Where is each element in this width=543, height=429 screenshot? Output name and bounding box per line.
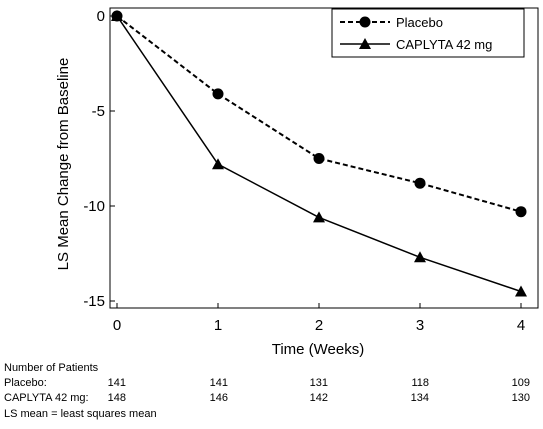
- series-line-placebo: [116, 15, 522, 213]
- data-point-caplyta: [515, 285, 527, 297]
- x-tick-label: 2: [315, 317, 323, 334]
- patients-cell: 118: [411, 377, 429, 389]
- patients-cell: 142: [309, 392, 328, 404]
- data-point-placebo: [515, 206, 527, 218]
- patients-cell: 141: [107, 377, 126, 389]
- footnote: LS mean = least squares mean: [4, 408, 157, 420]
- legend-caplyta-label: CAPLYTA 42 mg: [396, 37, 492, 52]
- patients-cell: 146: [209, 392, 228, 404]
- x-axis-label: Time (Weeks): [272, 341, 365, 358]
- patients-cell: 109: [511, 377, 530, 389]
- line-chart: 0 -5 -10 -15 0 1 2 3 4 Time (Weeks) LS Mean Cha…: [55, 7, 539, 358]
- data-point-placebo: [212, 88, 224, 100]
- data-point-caplyta: [414, 251, 426, 263]
- y-axis-ticks: 0 -5 -10 -15: [83, 8, 115, 310]
- legend-placebo-marker: [359, 16, 371, 28]
- data-point-placebo: [414, 177, 426, 189]
- patients-cell: 131: [309, 377, 328, 389]
- legend-caplyta-marker: [359, 38, 371, 49]
- y-tick-label: 0: [97, 8, 105, 25]
- x-tick-label: 1: [214, 317, 222, 334]
- patients-cell: 134: [410, 392, 429, 404]
- series-layer: [111, 10, 527, 297]
- y-tick-label: -5: [92, 103, 105, 120]
- data-point-caplyta: [313, 211, 325, 223]
- x-axis-ticks: 0 1 2 3 4: [113, 303, 525, 334]
- patients-cell: 130: [511, 392, 530, 404]
- x-tick-label: 3: [416, 317, 424, 334]
- y-tick-label: -15: [83, 293, 105, 310]
- patients-row-label: Placebo:: [4, 377, 47, 389]
- data-point-caplyta: [111, 10, 123, 21]
- legend: Placebo CAPLYTA 42 mg: [331, 8, 525, 58]
- data-point-placebo: [313, 153, 325, 164]
- patients-row-label: CAPLYTA 42 mg:: [4, 392, 89, 404]
- data-point-caplyta: [212, 158, 224, 170]
- plot-frame: [109, 7, 539, 309]
- patients-table-title: Number of Patients: [4, 362, 99, 374]
- legend-placebo-label: Placebo: [396, 15, 443, 30]
- y-axis-label: LS Mean Change from Baseline: [55, 58, 72, 271]
- y-tick-label: -10: [83, 198, 105, 215]
- x-tick-label: 0: [113, 317, 121, 334]
- x-tick-label: 4: [517, 317, 525, 334]
- patients-cell: 148: [107, 392, 126, 404]
- patients-cell: 141: [209, 377, 228, 389]
